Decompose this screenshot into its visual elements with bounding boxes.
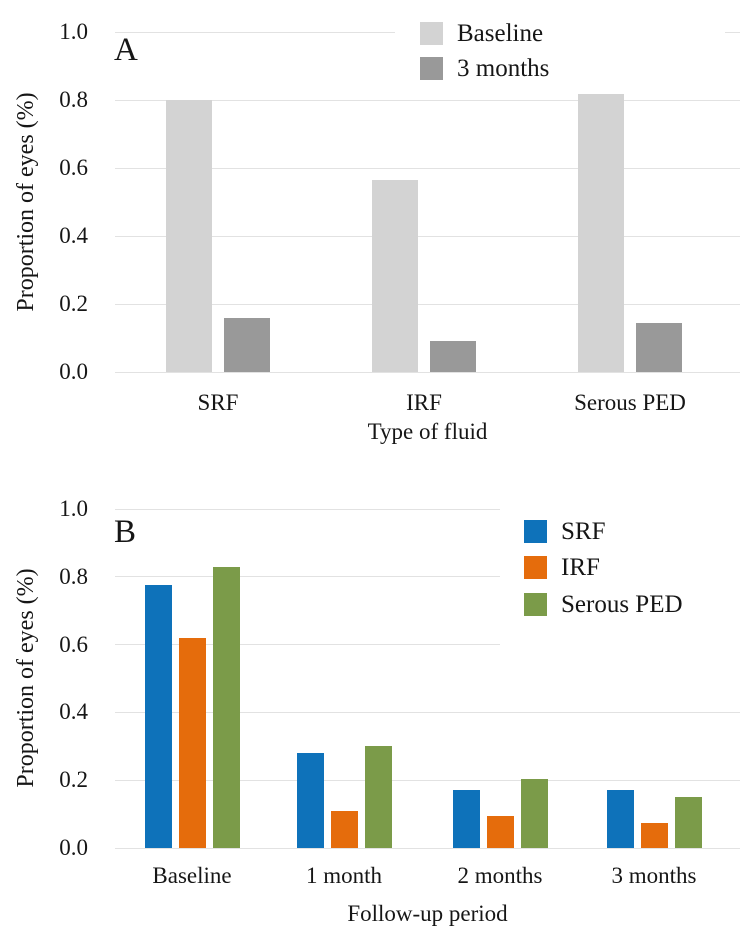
gridline-0.2 (115, 779, 740, 781)
legend-swatch-irf (524, 556, 547, 579)
gridline-0.2 (115, 303, 740, 305)
panel-b-x-axis-title: Follow-up period (347, 901, 508, 926)
bar-serous-ped-2-months (520, 778, 548, 848)
gridline-1.0 (115, 508, 740, 510)
legend-label-irf: IRF (561, 554, 600, 581)
panel-a-label: A (114, 32, 138, 68)
legend-swatch-baseline (420, 21, 443, 45)
y-tick-label-0.8: 0.8 (59, 87, 88, 112)
gridline-0.6 (115, 167, 740, 169)
x-category-label-serous-ped: Serous PED (574, 390, 686, 415)
legend-label-3-months: 3 months (457, 54, 550, 82)
bar-serous-ped-3-months (674, 797, 702, 848)
bar-irf-1-month (330, 810, 358, 848)
bar-3-months-serous-ped (636, 322, 682, 372)
bar-srf-2-months (452, 790, 480, 848)
gridline-0.8 (115, 99, 740, 101)
legend-background (395, 10, 725, 94)
bar-baseline-irf (372, 179, 418, 372)
legend-item-irf: IRF (524, 554, 600, 581)
legend-item-3-months: 3 months (420, 54, 550, 82)
x-category-label-1-month: 1 month (305, 863, 383, 888)
legend-swatch-srf (524, 519, 547, 543)
bar-baseline-srf (166, 100, 212, 372)
bar-serous-ped-baseline (212, 566, 240, 848)
y-tick-label-0.2: 0.2 (59, 291, 88, 316)
y-tick-label-0.4: 0.4 (59, 223, 88, 248)
bar-srf-1-month (296, 753, 324, 848)
bar-srf-baseline (144, 585, 172, 848)
legend-swatch-serous-ped (524, 592, 547, 616)
x-category-label-srf: SRF (197, 390, 239, 415)
bar-irf-3-months (640, 822, 668, 848)
bar-irf-2-months (486, 815, 514, 848)
gridline-0.8 (115, 576, 740, 578)
x-category-label-2-months: 2 months (457, 863, 543, 888)
y-tick-label-0.6: 0.6 (59, 155, 88, 180)
y-tick-label-0.0: 0.0 (59, 835, 88, 860)
y-tick-label-0.6: 0.6 (59, 631, 88, 657)
legend-label-baseline: Baseline (457, 19, 544, 47)
bar-srf-3-months (606, 790, 634, 848)
x-category-label-baseline: Baseline (152, 863, 232, 888)
y-tick-label-0.2: 0.2 (59, 767, 88, 793)
bar-irf-baseline (178, 637, 206, 848)
gridline-0.0 (115, 847, 740, 849)
gridline-0.4 (115, 235, 740, 237)
legend-label-serous-ped: Serous PED (561, 590, 683, 618)
gridline-0.0 (115, 371, 740, 373)
y-tick-label-1.0: 1.0 (59, 19, 88, 44)
x-category-label-irf: IRF (406, 390, 442, 415)
panel-b-y-axis-title: Proportion of eyes (%) (13, 568, 39, 788)
y-tick-label-0.4: 0.4 (59, 699, 88, 725)
y-tick-label-0.0: 0.0 (59, 359, 88, 384)
legend-item-srf: SRF (524, 517, 606, 545)
gridline-0.4 (115, 711, 740, 713)
bar-serous-ped-1-month (364, 746, 392, 848)
legend-item-serous-ped: Serous PED (524, 590, 683, 618)
panel-b-label: B (114, 514, 137, 550)
y-tick-label-1.0: 1.0 (59, 496, 88, 521)
y-tick-label-0.8: 0.8 (59, 563, 88, 589)
bar-baseline-serous-ped (578, 89, 624, 372)
panel-a-x-axis-title: Type of fluid (367, 419, 488, 444)
legend-label-srf: SRF (561, 517, 606, 545)
x-category-label-3-months: 3 months (611, 863, 697, 888)
bar-3-months-irf (430, 341, 476, 372)
bar-3-months-srf (224, 317, 270, 372)
legend-swatch-3-months (420, 56, 443, 80)
panel-a-y-axis-title: Proportion of eyes (%) (13, 92, 39, 312)
gridline-0.6 (115, 644, 740, 646)
legend-item-baseline: Baseline (420, 19, 544, 47)
